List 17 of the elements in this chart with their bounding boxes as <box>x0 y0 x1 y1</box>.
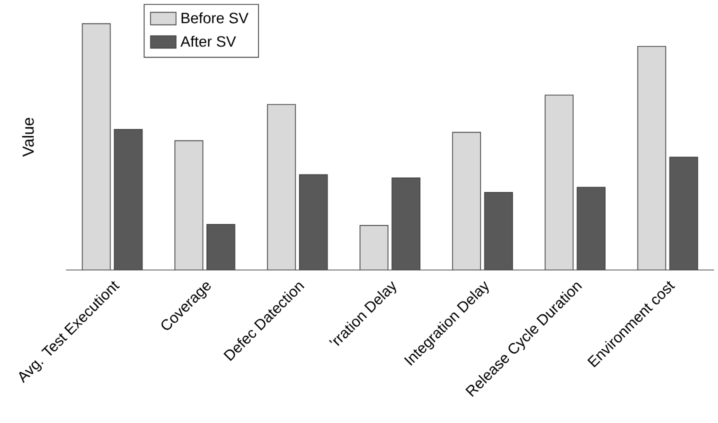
legend-label: After SV <box>180 36 236 47</box>
bar <box>114 128 143 270</box>
bar <box>544 94 574 270</box>
bar <box>360 225 388 270</box>
bar <box>484 192 513 270</box>
bar <box>452 132 481 270</box>
bar <box>82 23 111 270</box>
bar <box>267 104 296 270</box>
bar <box>576 186 606 270</box>
bar <box>392 177 420 270</box>
legend-label: Before SV <box>182 12 248 24</box>
bar <box>174 140 204 270</box>
bar <box>669 156 698 270</box>
y-axis-title: Value <box>22 118 34 157</box>
bar <box>299 174 328 270</box>
bar <box>637 46 666 270</box>
bar <box>206 224 236 270</box>
